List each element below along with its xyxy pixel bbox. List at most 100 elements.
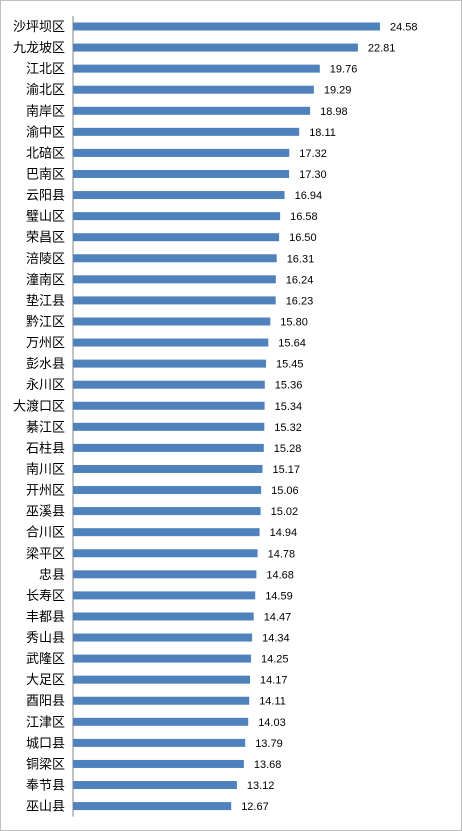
value-label: 22.81 [368, 43, 396, 55]
category-label: 潼南区 [26, 272, 65, 288]
category-label: 奉节县 [26, 779, 65, 794]
bar [73, 591, 256, 600]
value-label: 14.17 [260, 675, 288, 687]
category-label: 南川区 [26, 461, 65, 477]
bar [73, 507, 261, 516]
bar [73, 127, 300, 136]
bar [73, 275, 276, 284]
value-label: 19.76 [330, 64, 358, 76]
category-label: 梁平区 [26, 547, 65, 562]
value-label: 14.68 [266, 569, 294, 581]
category-label: 秀山县 [26, 631, 65, 646]
bar [73, 401, 265, 410]
category-label: 渝中区 [26, 124, 65, 140]
value-label: 19.29 [324, 85, 352, 97]
value-label: 16.24 [286, 274, 314, 286]
bar [73, 443, 264, 452]
value-label: 13.12 [247, 780, 275, 792]
value-label: 14.25 [261, 654, 289, 666]
category-label: 九龙坡区 [13, 41, 65, 56]
category-label: 云阳县 [26, 189, 65, 204]
value-label: 13.79 [255, 738, 283, 750]
bar [73, 675, 250, 684]
value-label: 14.11 [259, 696, 286, 708]
value-label: 13.68 [254, 759, 282, 771]
category-label: 彭水县 [26, 357, 65, 372]
bar [73, 633, 253, 642]
category-label: 渝北区 [26, 82, 65, 98]
category-labels-group: 沙坪坝区九龙坡区江北区渝北区南岸区渝中区北碚区巴南区云阳县璧山区荣昌区涪陵区潼南… [13, 20, 65, 815]
category-label: 忠县 [39, 568, 65, 583]
category-label: 铜梁区 [26, 757, 65, 772]
category-label: 涪陵区 [26, 252, 65, 267]
bar [73, 106, 311, 115]
category-label: 璧山区 [26, 209, 65, 225]
bar [73, 212, 281, 221]
bars-group [73, 22, 380, 811]
value-label: 15.06 [271, 485, 299, 497]
bar [73, 85, 314, 94]
value-label: 15.45 [276, 359, 304, 371]
category-label: 开州区 [26, 484, 65, 499]
value-label: 18.98 [320, 106, 348, 118]
bar [73, 781, 237, 790]
value-label: 16.58 [290, 211, 318, 223]
bar [73, 317, 271, 326]
category-label: 沙坪坝区 [13, 20, 65, 35]
category-label: 石柱县 [26, 441, 65, 456]
bar [73, 380, 265, 389]
value-label: 15.36 [275, 380, 303, 392]
value-label: 15.32 [274, 422, 302, 434]
bar [73, 654, 251, 663]
value-labels-group: 24.58 22.81 19.76 19.29 18.98 18.11 17.32 17.30… [241, 22, 417, 814]
value-label: 14.03 [258, 717, 286, 729]
bar [73, 464, 263, 473]
value-label: 16.31 [287, 253, 315, 265]
value-label: 15.80 [280, 316, 308, 328]
category-label: 荣昌区 [26, 231, 65, 246]
category-label: 南岸区 [26, 103, 65, 119]
value-label: 18.11 [309, 127, 336, 139]
category-label: 城口县 [26, 736, 65, 751]
category-label: 江北区 [26, 62, 65, 77]
value-label: 15.34 [275, 401, 303, 413]
bar [73, 169, 290, 178]
bar [73, 43, 358, 52]
category-label: 江津区 [26, 715, 65, 730]
bar [73, 148, 290, 157]
category-label: 北碚区 [26, 146, 65, 161]
bar [73, 359, 266, 368]
value-label: 24.58 [390, 22, 418, 34]
category-label: 大足区 [26, 673, 65, 688]
value-label: 16.50 [289, 232, 317, 244]
bar [73, 338, 269, 347]
value-label: 15.02 [271, 506, 299, 518]
value-label: 14.78 [268, 548, 296, 560]
bar [73, 759, 244, 768]
value-label: 14.47 [264, 611, 292, 623]
value-label: 14.59 [265, 590, 293, 602]
value-label: 15.17 [273, 464, 301, 476]
bar [73, 64, 320, 73]
category-label: 巫溪县 [26, 505, 65, 520]
bar [73, 22, 380, 31]
bar [73, 549, 258, 558]
category-label: 巴南区 [26, 166, 65, 182]
value-label: 12.67 [241, 801, 269, 813]
category-label: 巫山县 [26, 800, 65, 815]
bar [73, 570, 257, 579]
bar [73, 802, 232, 811]
category-label: 綦江区 [26, 420, 65, 435]
bar [73, 486, 262, 495]
category-label: 酉阳县 [26, 694, 65, 709]
category-label: 垫江县 [26, 293, 65, 309]
category-label: 万州区 [26, 336, 65, 351]
bar [73, 191, 285, 200]
bar [73, 738, 246, 747]
value-label: 16.23 [286, 295, 314, 307]
value-label: 14.34 [262, 633, 290, 645]
value-label: 17.30 [299, 169, 327, 181]
value-label: 15.64 [278, 338, 306, 350]
